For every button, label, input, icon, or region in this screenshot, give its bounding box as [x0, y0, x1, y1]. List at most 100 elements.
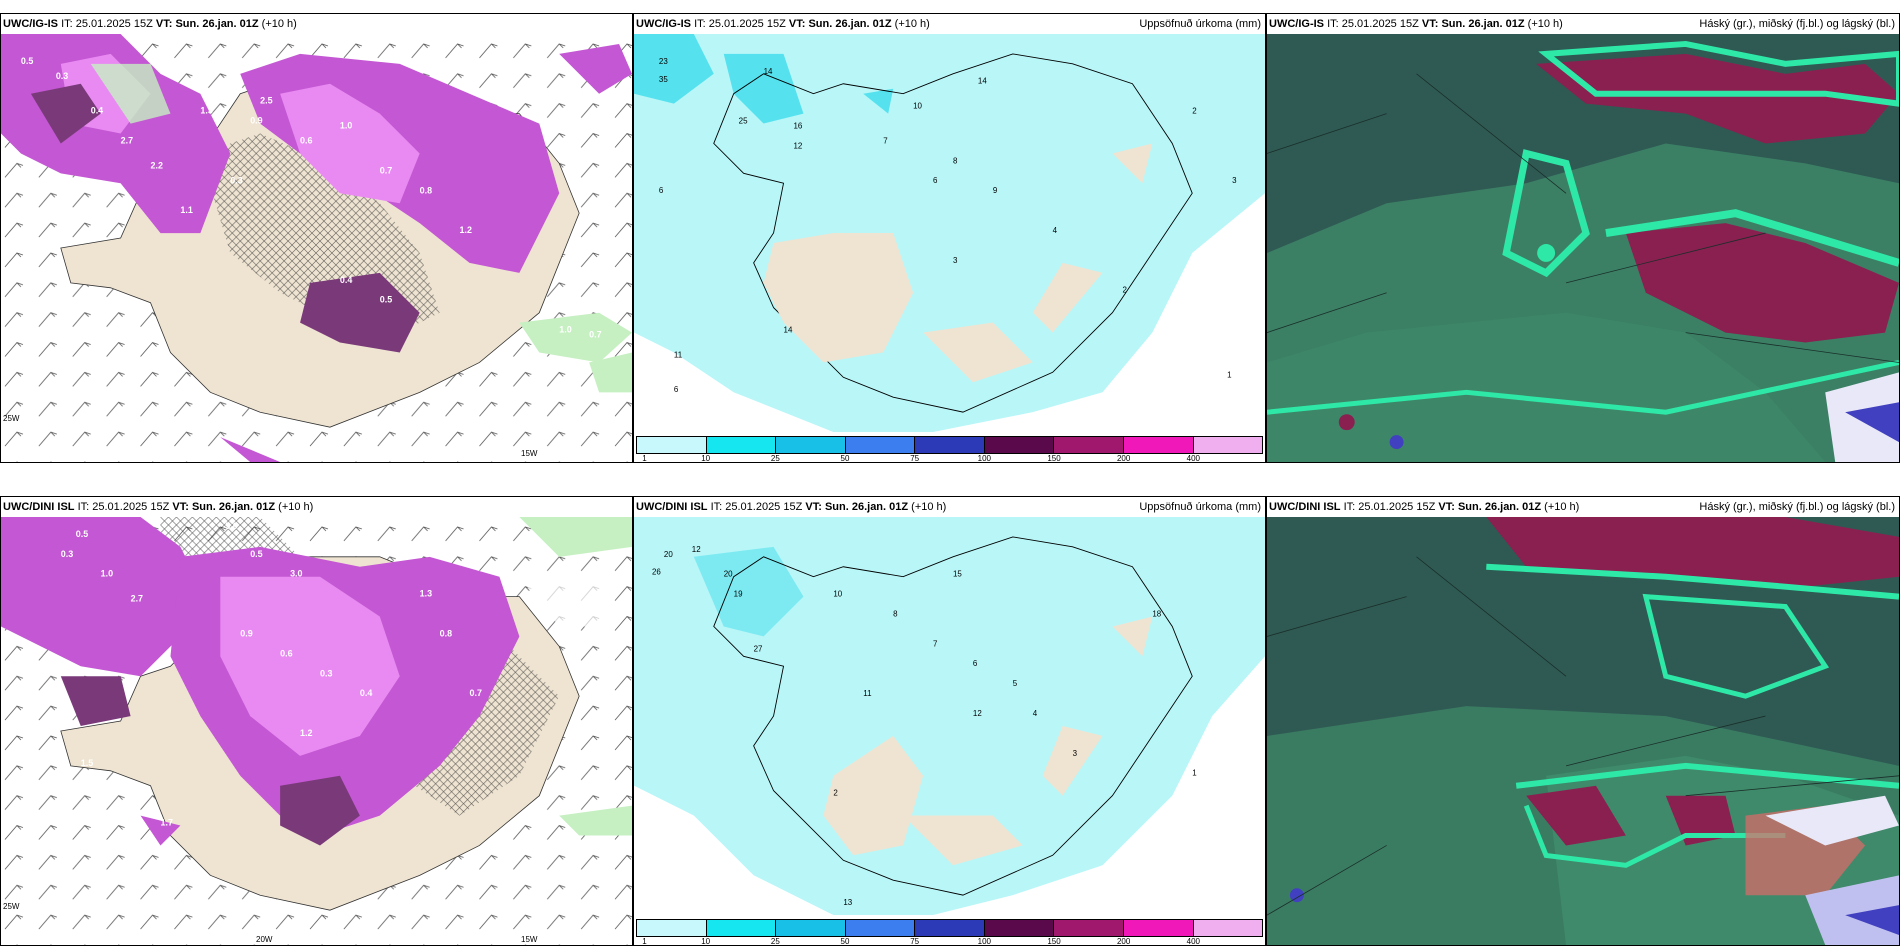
svg-text:15: 15 — [953, 570, 962, 579]
wind-map: 0.5 0.3 0.4 2.7 2.2 1.3 0.9 0.6 2.5 1.0 … — [1, 34, 632, 462]
colorbar-tick-label: 150 — [1047, 454, 1061, 463]
colorbar-swatch — [776, 920, 846, 936]
svg-text:7: 7 — [883, 136, 888, 145]
svg-text:10: 10 — [913, 102, 922, 111]
svg-text:3: 3 — [1232, 176, 1237, 185]
svg-text:11: 11 — [863, 689, 872, 698]
svg-text:0.3: 0.3 — [320, 668, 332, 678]
colorbar-tick-label: 10 — [701, 454, 711, 463]
cloud-panel-bottom: UWC/DINI ISL IT: 25.01.2025 15Z VT: Sun.… — [1266, 496, 1900, 946]
precip-panel-top: UWC/IG-IS IT: 25.01.2025 15Z VT: Sun. 26… — [633, 13, 1266, 463]
axis-label: 15W — [521, 935, 538, 944]
svg-text:6: 6 — [973, 659, 978, 668]
svg-text:2: 2 — [1192, 107, 1197, 116]
svg-text:6: 6 — [674, 385, 679, 394]
svg-text:2: 2 — [833, 789, 838, 798]
precip-colorbar: 1 10 25 50 75 100 150 200 400 — [636, 919, 1263, 945]
svg-text:3.0: 3.0 — [290, 569, 302, 579]
precip-colorbar: 1 10 25 50 75 100 150 200 400 — [636, 436, 1263, 463]
svg-text:8: 8 — [953, 156, 958, 165]
svg-text:6: 6 — [933, 176, 938, 185]
axis-label: 20W — [256, 935, 273, 944]
svg-text:0.4: 0.4 — [340, 275, 352, 285]
wind-map-svg: 0.5 0.3 0.4 2.7 2.2 1.3 0.9 0.6 2.5 1.0 … — [1, 34, 632, 462]
svg-text:1.0: 1.0 — [101, 569, 113, 579]
colorbar-tick-label: 100 — [977, 454, 992, 463]
svg-text:18: 18 — [1152, 610, 1161, 619]
svg-text:11: 11 — [674, 350, 683, 359]
svg-text:0.9: 0.9 — [240, 628, 252, 638]
svg-text:0.8: 0.8 — [440, 628, 452, 638]
svg-text:0.6: 0.6 — [280, 648, 292, 658]
wind-map: 0.5 0.3 1.0 2.7 0.5 1.5 1.7 0.9 0.6 0.3 … — [1, 517, 632, 945]
precip-station-values: 20 12 26 19 27 20 10 8 7 6 5 4 3 2 1 13 … — [652, 545, 1197, 907]
cloud-map-svg — [1267, 34, 1899, 462]
iceland-coast — [713, 536, 1193, 896]
colorbar-tick-label: 200 — [1116, 937, 1131, 946]
svg-text:23: 23 — [659, 57, 668, 66]
precip-panel-bottom: UWC/DINI ISL IT: 25.01.2025 15Z VT: Sun.… — [633, 496, 1266, 946]
svg-text:1: 1 — [1192, 769, 1197, 778]
svg-text:26: 26 — [652, 568, 661, 577]
iceland-coast — [713, 53, 1193, 413]
axis-label: 25W — [3, 902, 20, 911]
colorbar-tick-label: 400 — [1186, 937, 1201, 946]
svg-text:1.1: 1.1 — [180, 205, 192, 215]
svg-text:14: 14 — [764, 67, 773, 76]
precip-map: 23 35 6 14 16 25 12 14 10 7 8 6 9 4 3 2 … — [634, 34, 1265, 432]
colorbar-swatch — [845, 920, 916, 936]
precip-station-values: 23 35 6 14 16 25 12 14 10 7 8 6 9 4 3 2 … — [659, 57, 1237, 394]
svg-text:5.0: 5.0 — [225, 521, 237, 531]
colorbar-swatch — [984, 920, 1055, 936]
svg-text:5: 5 — [1013, 679, 1018, 688]
svg-text:3: 3 — [1073, 749, 1078, 758]
svg-text:0.5: 0.5 — [380, 295, 392, 305]
svg-text:2.7: 2.7 — [121, 135, 133, 145]
colorbar-swatch — [1193, 437, 1263, 453]
panel-header: UWC/DINI ISL IT: 25.01.2025 15Z VT: Sun.… — [1, 497, 632, 517]
svg-text:2: 2 — [1122, 286, 1127, 295]
svg-text:13: 13 — [843, 898, 852, 907]
colorbar-swatch — [637, 920, 707, 936]
svg-text:1: 1 — [1227, 370, 1232, 379]
wind-map-svg: 0.5 0.3 1.0 2.7 0.5 1.5 1.7 0.9 0.6 0.3 … — [1, 517, 632, 945]
svg-text:8: 8 — [893, 610, 898, 619]
svg-text:0.5: 0.5 — [250, 549, 262, 559]
svg-text:9: 9 — [993, 186, 998, 195]
colorbar-tick-label: 100 — [977, 937, 992, 946]
colorbar-tick-label: 50 — [840, 454, 850, 463]
wind-panel-bottom: UWC/DINI ISL IT: 25.01.2025 15Z VT: Sun.… — [0, 496, 633, 946]
svg-text:0.8: 0.8 — [420, 185, 432, 195]
svg-text:2.5: 2.5 — [260, 96, 272, 106]
colorbar-swatch — [706, 920, 777, 936]
svg-text:0.9: 0.9 — [250, 116, 262, 126]
svg-text:27: 27 — [754, 644, 763, 653]
svg-text:10: 10 — [833, 590, 842, 599]
svg-text:0.5: 0.5 — [76, 529, 88, 539]
colorbar-tick-label: 1 — [642, 454, 647, 463]
svg-text:2.7: 2.7 — [131, 594, 143, 604]
colorbar-tick-label: 25 — [770, 937, 780, 946]
colorbar-tick-label: 75 — [910, 454, 920, 463]
colorbar-swatch — [915, 437, 985, 453]
panel-header: UWC/IG-IS IT: 25.01.2025 15Z VT: Sun. 26… — [634, 14, 1265, 34]
svg-text:0.6: 0.6 — [300, 135, 312, 145]
svg-text:3: 3 — [953, 256, 958, 265]
svg-text:20: 20 — [724, 570, 733, 579]
svg-text:35: 35 — [659, 75, 668, 84]
svg-text:1.2: 1.2 — [300, 728, 312, 738]
svg-text:0.7: 0.7 — [589, 330, 601, 340]
panel-header: UWC/IG-IS IT: 25.01.2025 15Z VT: Sun. 26… — [1, 14, 632, 34]
svg-text:1.2: 1.2 — [460, 225, 472, 235]
colorbar-swatch — [1054, 437, 1124, 453]
colorbar-swatch — [1123, 437, 1194, 453]
axis-label: 25W — [3, 414, 20, 423]
precip-map-svg: 23 35 6 14 16 25 12 14 10 7 8 6 9 4 3 2 … — [634, 34, 1265, 432]
svg-text:19: 19 — [734, 590, 743, 599]
colorbar-tick-label: 50 — [840, 937, 850, 946]
cloud-map — [1267, 517, 1899, 945]
wind-values: 0.5 0.3 0.4 2.7 2.2 1.3 0.9 0.6 2.5 1.0 … — [21, 56, 602, 340]
colorbar-ticks: 1 10 25 50 75 100 150 200 400 — [636, 937, 1263, 945]
panel-header: UWC/DINI ISL IT: 25.01.2025 15Z VT: Sun.… — [634, 497, 1265, 517]
svg-text:0.7: 0.7 — [470, 688, 482, 698]
